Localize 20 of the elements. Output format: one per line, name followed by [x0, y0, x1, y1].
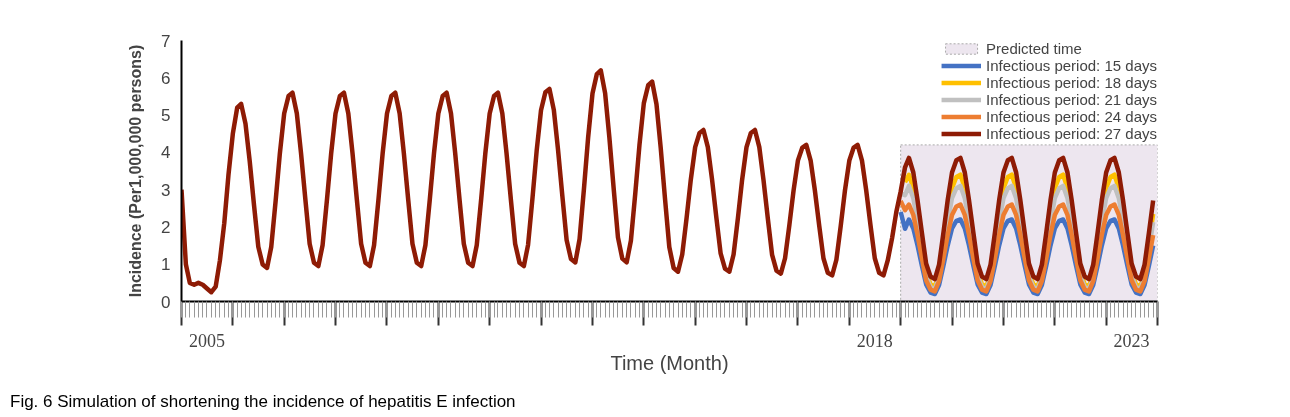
legend-label: Infectious period: 27 days	[986, 125, 1157, 142]
x-axis-title: Time (Month)	[610, 351, 729, 374]
x-tick-label: 2023	[1113, 330, 1150, 351]
legend-label: Infectious period: 18 days	[986, 74, 1157, 91]
y-tick-label: 4	[161, 143, 171, 163]
y-axis-title: Incidence (Per1,000,000 persons)	[127, 44, 145, 298]
x-tick-label: 2018	[856, 330, 893, 351]
legend-label: Predicted time	[986, 40, 1082, 57]
y-tick-label: 5	[161, 106, 171, 126]
y-tick-label: 6	[161, 68, 171, 88]
y-tick-label: 1	[161, 255, 171, 275]
legend-label: Infectious period: 15 days	[986, 57, 1157, 74]
y-tick-label: 2	[161, 217, 171, 237]
legend-label: Infectious period: 21 days	[986, 91, 1157, 108]
caption: Fig. 6 Simulation of shortening the incidence of hepatitis E infection	[10, 391, 516, 413]
y-tick-label: 7	[161, 31, 171, 51]
legend-label: Infectious period: 24 days	[986, 108, 1157, 125]
y-tick-label: 3	[161, 180, 171, 200]
x-tick-label: 2005	[188, 330, 225, 351]
y-tick-label: 0	[161, 292, 171, 312]
